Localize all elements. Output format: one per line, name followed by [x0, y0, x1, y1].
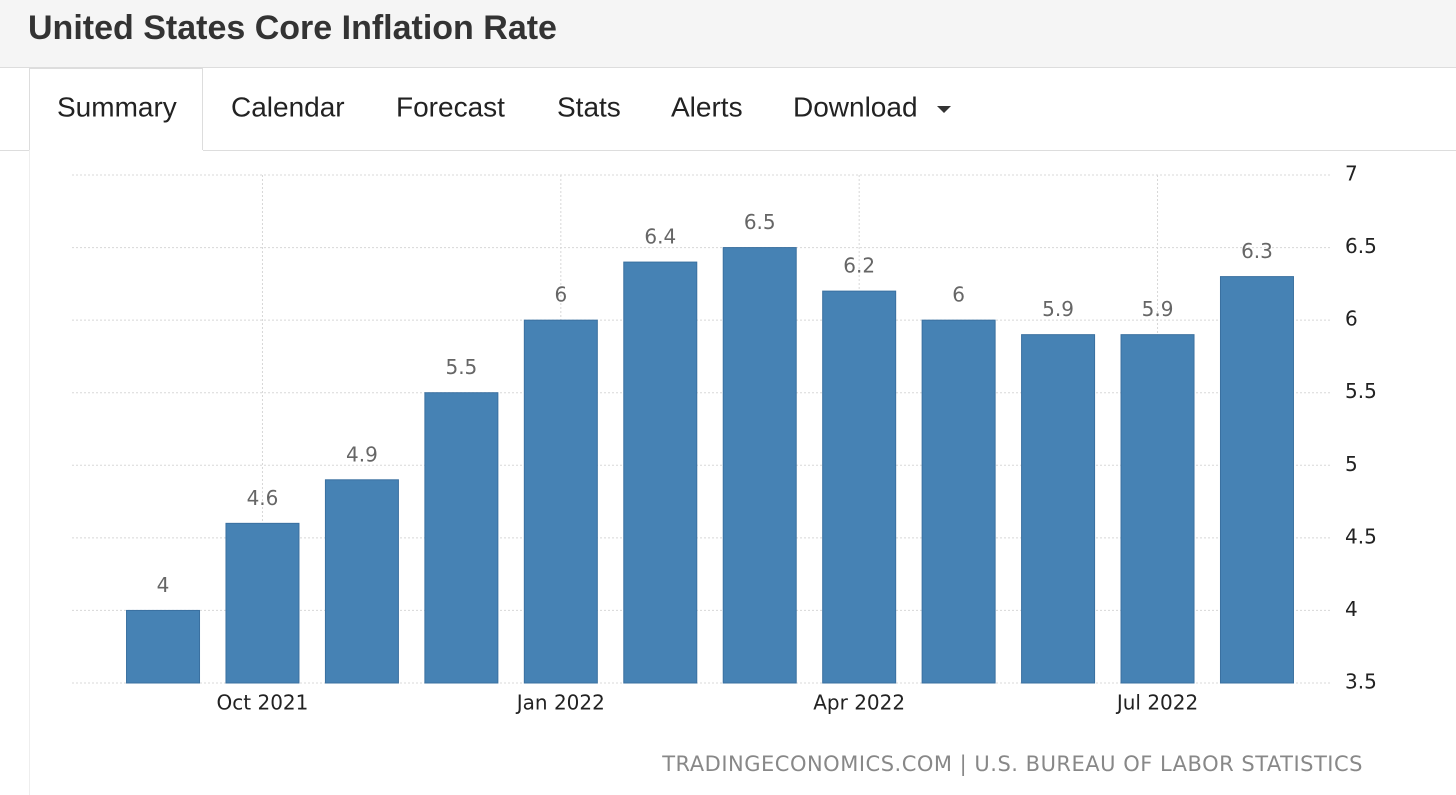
bar [523, 319, 598, 684]
y-tick-label: 3.5 [1345, 670, 1377, 694]
value-label: 5.9 [1042, 297, 1074, 321]
bar [722, 247, 797, 684]
value-label: 6.3 [1241, 239, 1273, 263]
bar [623, 261, 698, 684]
page-title: United States Core Inflation Rate [28, 9, 557, 47]
source-note: TRADINGECONOMICS.COM | U.S. BUREAU OF LA… [661, 752, 1363, 777]
bar [424, 392, 499, 684]
bar [1219, 276, 1294, 684]
y-tick-label: 7 [1345, 162, 1358, 186]
y-tick-label: 6.5 [1345, 234, 1377, 258]
tab[interactable]: Stats [557, 91, 621, 122]
bar [225, 522, 300, 684]
bar [1021, 334, 1096, 684]
y-tick-label: 5.5 [1345, 379, 1377, 403]
value-label: 4.6 [247, 486, 279, 510]
y-tick-label: 4 [1345, 597, 1358, 621]
tab[interactable]: Calendar [231, 91, 345, 122]
active-tab [29, 68, 203, 150]
value-label: 6.2 [843, 254, 875, 278]
y-tick-label: 4.5 [1345, 524, 1377, 548]
value-label: 6.5 [744, 210, 776, 234]
x-tick-label: Oct 2021 [217, 691, 309, 715]
value-label: 6 [554, 283, 567, 307]
x-tick-label: Jul 2022 [1115, 691, 1198, 715]
tab[interactable]: Forecast [396, 91, 505, 122]
x-tick-label: Jan 2022 [515, 691, 605, 715]
value-label: 6.4 [644, 225, 676, 249]
header-band [0, 0, 1456, 67]
bar [822, 290, 897, 684]
tab[interactable]: Alerts [671, 91, 743, 122]
tab[interactable]: Download [793, 91, 918, 122]
value-label: 5.9 [1142, 297, 1174, 321]
value-label: 4.9 [346, 442, 378, 466]
bar [1120, 334, 1195, 684]
value-label: 5.5 [445, 355, 477, 379]
y-tick-label: 5 [1345, 452, 1358, 476]
dropdown-caret [937, 106, 951, 113]
y-tick-label: 6 [1345, 307, 1358, 331]
tab[interactable]: Summary [57, 91, 177, 122]
value-label: 6 [952, 283, 965, 307]
bar [921, 319, 996, 684]
value-label: 4 [157, 573, 170, 597]
bar [324, 479, 399, 684]
x-tick-label: Apr 2022 [813, 691, 905, 715]
bar [126, 609, 201, 684]
